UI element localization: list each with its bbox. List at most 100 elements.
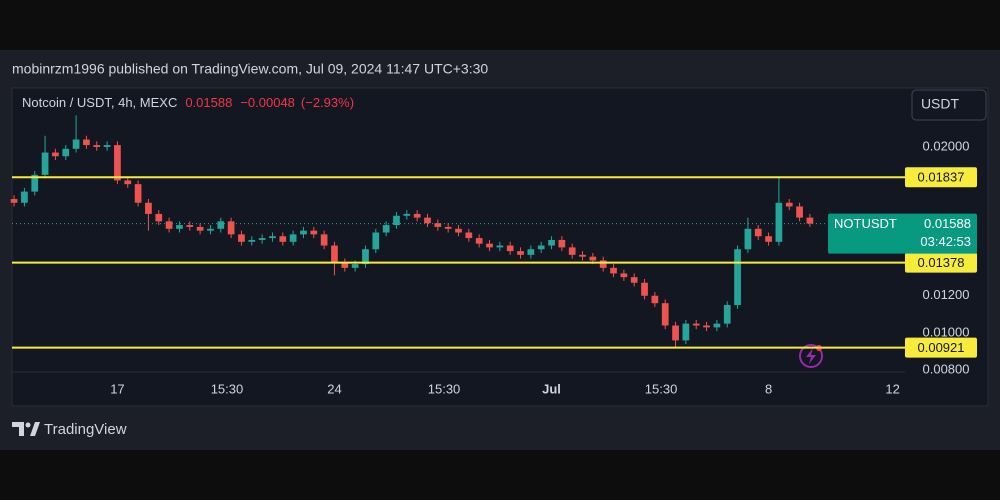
candle-body [465, 232, 473, 239]
candle-body [754, 228, 762, 237]
currency-button[interactable] [911, 89, 987, 121]
y-tick-label: 0.02000 [923, 138, 970, 153]
candle-body [62, 148, 70, 157]
candle-body [362, 249, 369, 265]
candle-body [672, 325, 679, 341]
brand-logo [12, 422, 40, 436]
currency-label[interactable]: USDT [921, 96, 960, 112]
price-line-label-bg [905, 337, 977, 358]
candle-body [661, 303, 669, 326]
candle-body [734, 249, 741, 306]
candle-body [93, 145, 101, 147]
last-price-label: 0.01588 [924, 216, 971, 231]
candle-body [238, 234, 245, 242]
price-change-pct: (−2.93%) [301, 95, 354, 110]
candle-body [775, 202, 783, 242]
candle-body [630, 277, 638, 283]
candle-body [341, 262, 349, 268]
logo-dot [25, 422, 31, 428]
logo-mark [12, 422, 24, 436]
alert-ring[interactable] [799, 344, 823, 368]
y-tick-label: 0.00800 [923, 362, 970, 377]
candle-body [21, 191, 28, 203]
candle-body [10, 199, 18, 203]
candle-body [703, 325, 710, 328]
candle-body [351, 264, 359, 268]
candle-body [434, 223, 442, 227]
candle-body [72, 139, 80, 149]
candle-body [651, 295, 659, 304]
brand-name: TradingView [44, 421, 127, 438]
candle-body [620, 273, 628, 278]
candle-body [506, 245, 514, 252]
candle-body [155, 213, 163, 222]
price-line-label-bg [905, 252, 977, 273]
price-line-label-bg [905, 167, 977, 188]
symbol-label: NOTUSDT [834, 216, 897, 231]
candle-body [765, 236, 772, 242]
x-tick-label: 15:30 [645, 381, 678, 396]
candle-body [248, 239, 256, 242]
candle-body [403, 213, 411, 216]
candle-body [186, 225, 194, 227]
candle-body [548, 239, 555, 246]
x-tick-label: 17 [110, 381, 124, 396]
candle-body [610, 267, 617, 274]
price-line-label: 0.00921 [918, 340, 965, 355]
candle-body [382, 225, 390, 233]
attribution: mobinrzm1996 published on TradingView.co… [12, 61, 488, 77]
candle-body [682, 323, 690, 341]
candle-body [796, 206, 803, 218]
candle-body [196, 226, 204, 231]
candle-body [785, 202, 793, 207]
last-price: 0.01588 [185, 95, 232, 110]
candle-body [455, 228, 462, 233]
candle-body [207, 228, 214, 231]
x-tick-label: 24 [327, 381, 341, 396]
countdown-label: 03:42:53 [920, 234, 971, 249]
candle-body [424, 217, 431, 224]
candle-body [475, 238, 483, 244]
candle-body [310, 230, 318, 235]
candle-body [496, 245, 504, 248]
candle-body [269, 236, 276, 239]
candle-body [723, 305, 731, 324]
candle-body [176, 225, 183, 229]
logo-slash [30, 422, 40, 436]
candle-body [258, 238, 266, 240]
candle-body [227, 221, 235, 235]
alert-bolt[interactable] [806, 348, 816, 364]
candle-body [568, 247, 576, 255]
candle-body [52, 152, 59, 157]
candle-body [103, 145, 111, 147]
candle-body [558, 239, 566, 248]
candle-body [289, 234, 297, 242]
x-tick-label: 8 [765, 381, 772, 396]
candle-body [537, 245, 545, 250]
candle-body [145, 202, 152, 214]
candle-body [134, 184, 142, 203]
candle-body [393, 215, 400, 226]
candle-body [744, 228, 752, 250]
y-tick-label: 0.01200 [923, 287, 970, 302]
chart-title: Notcoin / USDT, 4h, MEXC [22, 95, 177, 110]
price-change: −0.00048 [240, 95, 295, 110]
candle-body [806, 217, 814, 224]
plot-area [10, 115, 814, 348]
x-tick-label: 15:30 [211, 381, 244, 396]
x-tick-label: 15:30 [428, 381, 461, 396]
candle-body [300, 230, 307, 235]
candle-body [413, 213, 421, 218]
candle-body [589, 256, 597, 261]
candle-body [372, 232, 380, 250]
candle-body [579, 254, 586, 257]
candle-body [31, 174, 39, 192]
chart-header: Notcoin / USDT, 4h, MEXC 0.01588 −0.00048 (… [22, 95, 354, 110]
candle-body [486, 243, 493, 248]
candle-body [114, 145, 121, 181]
candle-body [331, 245, 338, 263]
candle-body [217, 221, 225, 229]
candle-body [83, 139, 90, 146]
x-tick-label: 12 [885, 381, 899, 396]
